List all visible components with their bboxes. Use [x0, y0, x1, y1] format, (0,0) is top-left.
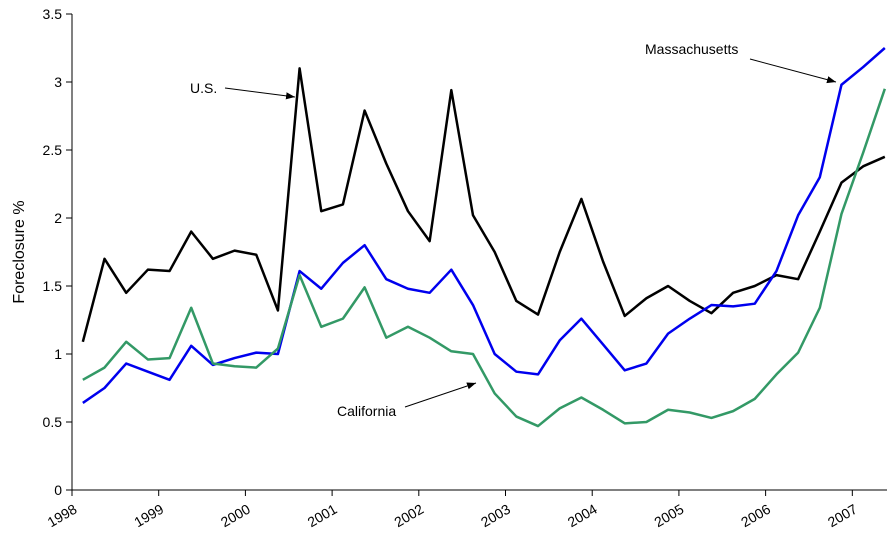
series-line [81, 67, 886, 343]
x-tick-label: 2004 [565, 501, 600, 531]
y-tick-label: 0 [54, 482, 62, 498]
annotation-arrow [749, 58, 837, 84]
series-annotation: U.S. [190, 80, 217, 96]
annotation-arrow [224, 87, 296, 100]
x-tick-label: 2003 [478, 501, 513, 531]
series-line [82, 47, 886, 404]
x-tick-label: 2005 [651, 501, 686, 531]
y-tick-label: 2.5 [43, 142, 63, 158]
series-line [82, 88, 887, 428]
x-tick-label: 2001 [305, 501, 340, 531]
x-tick-label: 1999 [131, 501, 166, 531]
y-tick-label: 0.5 [43, 414, 63, 430]
y-axis-label: Foreclosure % [11, 200, 28, 303]
x-tick-label: 2002 [391, 501, 426, 531]
y-tick-label: 2 [54, 210, 62, 226]
series-annotation: Massachusetts [645, 41, 738, 57]
y-tick-label: 1.5 [43, 278, 63, 294]
x-tick-label: 2006 [738, 501, 773, 531]
series-annotation: California [337, 403, 396, 419]
x-tick-label: 1998 [45, 501, 80, 531]
x-tick-label: 2000 [218, 501, 253, 531]
x-tick-label: 2007 [825, 501, 860, 531]
y-tick-label: 1 [54, 346, 62, 362]
y-tick-label: 3.5 [43, 6, 63, 22]
y-tick-label: 3 [54, 74, 62, 90]
annotation-arrow [404, 382, 477, 408]
